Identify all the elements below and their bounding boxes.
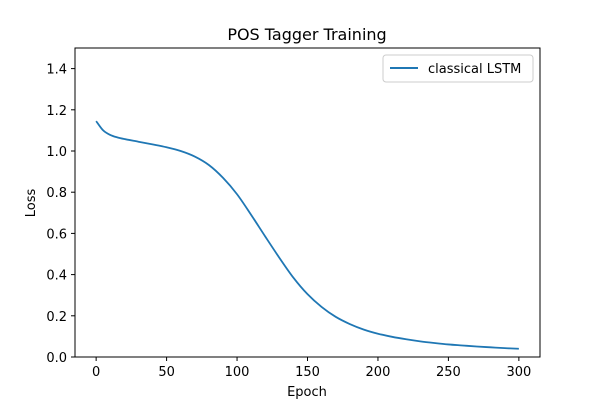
series-line-classical-lstm [95, 120, 519, 350]
x-tick-label: 100 [225, 365, 250, 380]
x-axis-label: Epoch [287, 385, 327, 400]
y-tick-label: 0.8 [46, 186, 67, 201]
y-tick-label: 0.6 [46, 227, 67, 242]
y-tick-label: 1.2 [46, 104, 67, 119]
plot-frame [74, 47, 541, 358]
y-axis-label: Loss [24, 189, 39, 218]
x-tick-label: 50 [158, 365, 175, 380]
y-tick-label: 1.4 [46, 63, 67, 78]
chart-title: POS Tagger Training [227, 25, 386, 44]
y-tick-label: 0.4 [46, 269, 67, 284]
y-tick-label: 0.2 [46, 310, 67, 325]
x-tick-label: 0 [92, 365, 100, 380]
x-tick-label: 150 [295, 365, 320, 380]
x-tick-label: 200 [366, 365, 391, 380]
x-tick-label: 300 [506, 365, 531, 380]
y-tick-label: 0.0 [46, 351, 67, 366]
y-axis-ticks: 0.0 0.2 0.4 0.6 0.8 1.0 1.2 1.4 [46, 63, 75, 366]
legend-label-classical-lstm: classical LSTM [428, 62, 521, 77]
x-axis-ticks: 0 50 100 150 200 250 300 [92, 357, 531, 380]
y-tick-label: 1.0 [46, 145, 67, 160]
legend: classical LSTM [382, 54, 534, 83]
legend-box [382, 54, 534, 83]
x-tick-label: 250 [436, 365, 461, 380]
series-layer [95, 120, 519, 350]
